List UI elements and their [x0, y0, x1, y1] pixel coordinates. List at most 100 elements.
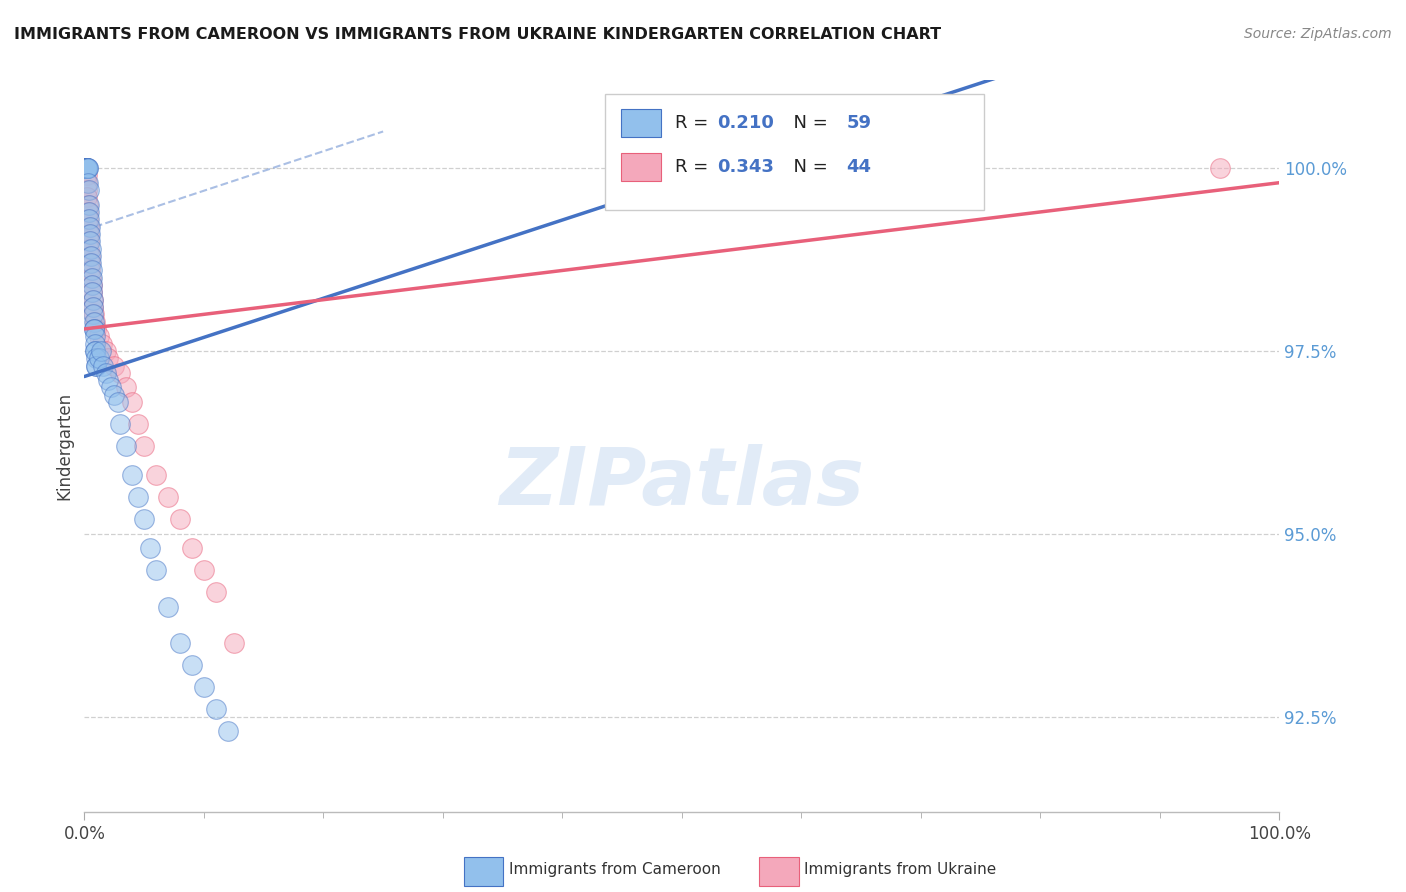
Point: [77, 219, 100, 234]
Point: [82, 285, 104, 300]
Point: [84, 315, 107, 329]
Text: Source: ZipAtlas.com: Source: ZipAtlas.com: [1244, 27, 1392, 41]
Point: [90, 343, 112, 358]
Point: [83, 329, 105, 343]
Point: [79, 242, 101, 256]
Point: [205, 585, 228, 599]
Point: [97, 373, 120, 387]
Point: [80, 263, 103, 277]
Point: [103, 359, 125, 373]
Point: [82, 307, 104, 321]
Point: [76, 161, 98, 175]
Point: [79, 263, 101, 277]
Point: [157, 490, 180, 504]
Point: [76, 183, 98, 197]
Point: [132, 439, 156, 453]
Point: [75, 161, 97, 175]
Point: [83, 322, 105, 336]
Point: [86, 359, 108, 373]
Text: ZIPatlas: ZIPatlas: [499, 443, 865, 522]
Point: [77, 176, 100, 190]
Point: [73, 161, 96, 175]
Text: Immigrants from Ukraine: Immigrants from Ukraine: [804, 863, 997, 877]
Point: [87, 329, 110, 343]
Text: N =: N =: [782, 158, 834, 176]
Point: [86, 322, 108, 336]
Point: [121, 468, 143, 483]
Point: [157, 599, 180, 614]
Point: [77, 197, 100, 211]
Point: [79, 249, 101, 263]
Point: [121, 395, 143, 409]
Point: [76, 176, 98, 190]
Point: [83, 322, 105, 336]
Point: [77, 161, 100, 175]
Point: [76, 161, 98, 175]
Point: [222, 636, 245, 650]
Point: [82, 285, 104, 300]
Point: [75, 161, 97, 175]
Point: [79, 242, 101, 256]
Point: [75, 161, 97, 175]
Point: [83, 336, 105, 351]
Point: [77, 183, 100, 197]
Text: N =: N =: [782, 114, 834, 132]
Point: [77, 205, 100, 219]
Point: [77, 212, 100, 227]
Y-axis label: Kindergarten: Kindergarten: [55, 392, 73, 500]
Point: [76, 161, 98, 175]
Point: [82, 300, 104, 314]
Point: [73, 161, 96, 175]
Point: [107, 395, 129, 409]
Point: [79, 256, 101, 270]
Point: [84, 343, 107, 358]
Point: [77, 227, 100, 241]
Point: [93, 359, 115, 373]
Point: [82, 278, 104, 293]
Point: [82, 293, 104, 307]
Text: Immigrants from Cameroon: Immigrants from Cameroon: [509, 863, 721, 877]
Point: [100, 380, 122, 394]
Point: [139, 541, 162, 556]
Point: [79, 219, 101, 234]
Text: R =: R =: [675, 158, 714, 176]
Point: [110, 417, 132, 431]
Point: [79, 227, 101, 241]
Text: IMMIGRANTS FROM CAMEROON VS IMMIGRANTS FROM UKRAINE KINDERGARTEN CORRELATION CHA: IMMIGRANTS FROM CAMEROON VS IMMIGRANTS F…: [14, 27, 941, 42]
Point: [169, 512, 191, 526]
Point: [82, 293, 104, 307]
Point: [97, 351, 120, 366]
Point: [75, 161, 97, 175]
Point: [80, 249, 103, 263]
Point: [80, 256, 103, 270]
Point: [83, 307, 105, 321]
Point: [181, 541, 204, 556]
Point: [79, 234, 101, 248]
Point: [145, 563, 167, 577]
Point: [87, 351, 110, 366]
Text: 0.210: 0.210: [717, 114, 773, 132]
Point: [77, 234, 100, 248]
Point: [84, 359, 107, 373]
Point: [205, 702, 228, 716]
Point: [75, 161, 97, 175]
Point: [1209, 161, 1232, 175]
Point: [103, 388, 125, 402]
Point: [127, 417, 149, 431]
Point: [94, 343, 117, 358]
Point: [75, 161, 97, 175]
Point: [80, 270, 103, 285]
Point: [84, 351, 107, 366]
Point: [76, 169, 98, 183]
Text: 59: 59: [846, 114, 872, 132]
Point: [181, 658, 204, 673]
Text: 0.343: 0.343: [717, 158, 773, 176]
Text: R =: R =: [675, 114, 714, 132]
Point: [82, 300, 104, 314]
Point: [145, 468, 167, 483]
Point: [76, 197, 98, 211]
Point: [115, 380, 138, 394]
Point: [127, 490, 149, 504]
Point: [76, 161, 98, 175]
Point: [217, 724, 239, 739]
